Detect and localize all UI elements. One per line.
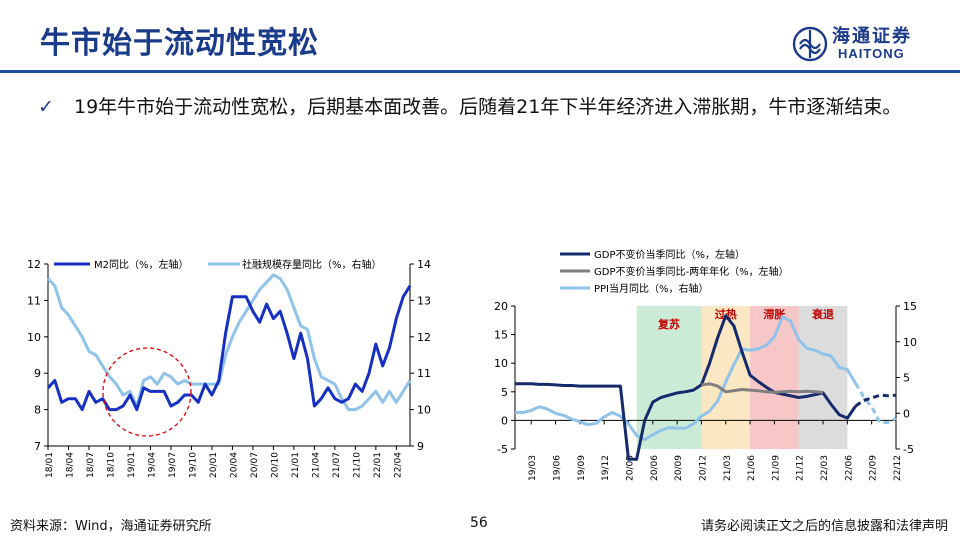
x-axis-tick-label: 21/10: [352, 452, 362, 478]
series-line: [701, 382, 824, 394]
phase-label: 过热: [715, 307, 737, 321]
x-axis-tick-label: 18/04: [65, 452, 75, 478]
x-axis-tick-label: 18/10: [106, 452, 116, 478]
x-axis-tick-label: 22/12: [893, 455, 903, 481]
x-axis-tick-label: 20/06: [650, 455, 660, 481]
m2-social-financing-chart: 7 8 9 10 11 12 9 10 11 12 13 14 18/01 18/04 18/07 18/10…: [27, 258, 431, 478]
phase-label: 滞胀: [763, 307, 785, 321]
haitong-logo-mark: [792, 26, 828, 62]
x-axis-tick-label: 19/12: [601, 455, 611, 481]
left-axis-tick-label: 8: [34, 404, 41, 417]
right-axis-tick-label: -5: [903, 443, 914, 456]
x-axis-tick-label: 20/01: [209, 452, 219, 478]
x-axis-tick-label: 20/03: [625, 455, 635, 481]
x-axis-tick-label: 18/07: [86, 452, 96, 478]
highlight-circle: [102, 347, 192, 437]
legend-label: M2同比（%，左轴）: [94, 258, 189, 271]
left-axis-tick-label: 11: [27, 294, 41, 307]
footer-source: 资料来源：Wind，海通证券研究所: [10, 519, 212, 534]
x-axis-tick-label: 20/12: [698, 455, 708, 481]
series-line-forecast: [854, 382, 897, 424]
left-axis-tick-label: 5: [501, 386, 508, 399]
right-axis-tick-label: 10: [417, 404, 431, 417]
right-axis-tick-label: 14: [417, 258, 431, 271]
right-axis-tick-label: 13: [417, 294, 431, 307]
phase-band: [701, 306, 751, 449]
x-axis-tick-label: 21/06: [747, 455, 757, 481]
x-axis-tick-label: 22/01: [373, 452, 383, 478]
series-line: [515, 314, 857, 461]
bullet-text: 19年牛市始于流动性宽松，后期基本面改善。后随着21年下半年经济进入滞胀期，牛市…: [74, 96, 902, 118]
x-axis-tick-label: 21/04: [311, 452, 321, 478]
x-axis-tick-label: 19/04: [147, 452, 157, 478]
x-axis-tick-label: 22/06: [844, 455, 854, 481]
x-axis-tick-label: 20/10: [270, 452, 280, 478]
right-axis-tick-label: 9: [417, 440, 424, 453]
x-axis-tick-label: 21/07: [332, 452, 342, 478]
legend-label: PPI当月同比（%，右轴）: [594, 282, 709, 295]
x-axis-tick-label: 21/03: [723, 455, 733, 481]
x-axis-tick-label: 22/09: [869, 455, 879, 481]
left-axis-tick-label: 20: [494, 300, 508, 313]
x-axis-tick-label: 20/04: [229, 452, 239, 478]
left-axis-tick-label: 12: [27, 258, 41, 271]
haitong-logo: 海通证券 HAITONG: [792, 22, 942, 66]
series-line: [46, 285, 412, 412]
right-axis-tick-label: 15: [903, 300, 917, 313]
series-line: [46, 273, 412, 412]
page-title: 牛市始于流动性宽松: [40, 26, 319, 61]
title-divider: [0, 70, 960, 73]
x-axis-tick-label: 19/09: [577, 455, 587, 481]
x-axis-tick-label: 22/03: [820, 455, 830, 481]
x-axis-tick-label: 18/01: [45, 452, 55, 478]
x-axis-tick-label: 22/04: [393, 452, 403, 478]
right-axis-tick-label: 10: [903, 336, 917, 349]
left-axis-tick-label: 10: [494, 357, 508, 370]
page-number: 56: [470, 515, 488, 531]
left-axis-tick-label: 0: [501, 414, 508, 427]
footer-disclaimer: 请务必阅读正文之后的信息披露和法律声明: [700, 519, 948, 534]
phase-label: 衰退: [811, 307, 834, 321]
legend-label: GDP不变价当季同比（%，左轴）: [594, 248, 745, 261]
x-axis-tick-label: 21/09: [771, 455, 781, 481]
left-axis-tick-label: 10: [27, 331, 41, 344]
left-axis-tick-label: -5: [497, 443, 508, 456]
series-line: [515, 315, 857, 442]
x-axis-tick-label: 21/12: [796, 455, 806, 481]
x-axis-tick-label: 20/07: [250, 452, 260, 478]
right-axis-tick-label: 5: [903, 372, 910, 385]
x-axis-tick-label: 19/06: [553, 455, 563, 481]
right-axis-tick-label: 11: [417, 367, 431, 380]
left-axis-tick-label: 7: [34, 440, 41, 453]
phase-band: [798, 306, 848, 449]
left-axis-tick-label: 15: [494, 329, 508, 342]
x-axis-tick-label: 20/09: [674, 455, 684, 481]
logo-chinese-name: 海通证券: [832, 26, 912, 47]
legend-label: 社融规模存量同比（%，右轴）: [242, 258, 382, 271]
x-axis-tick-label: 19/07: [168, 452, 178, 478]
phase-label: 复苏: [657, 317, 680, 331]
x-axis-tick-label: 19/10: [188, 452, 198, 478]
right-axis-tick-label: 0: [903, 407, 910, 420]
gdp-ppi-cycle-chart: 复苏 过热 滞胀 衰退 -5 0 5 10 15 20 -5 0 5 10 15 19/03 19/06 19/0…: [494, 248, 917, 481]
phase-band: [750, 306, 799, 449]
x-axis-tick-label: 21/01: [291, 452, 301, 478]
x-axis-tick-label: 19/03: [528, 455, 538, 481]
series-line-forecast: [854, 393, 897, 408]
left-axis-tick-label: 9: [34, 367, 41, 380]
right-axis-tick-label: 12: [417, 331, 431, 344]
bullet-point: ✓ 19年牛市始于流动性宽松，后期基本面改善。后随着21年下半年经济进入滞胀期，…: [38, 92, 928, 123]
legend-label: GDP不变价当季同比-两年年化（%，左轴）: [594, 265, 789, 278]
x-axis-tick-label: 19/01: [127, 452, 137, 478]
checkmark-icon: ✓: [38, 96, 54, 118]
logo-english-name: HAITONG: [838, 46, 905, 61]
